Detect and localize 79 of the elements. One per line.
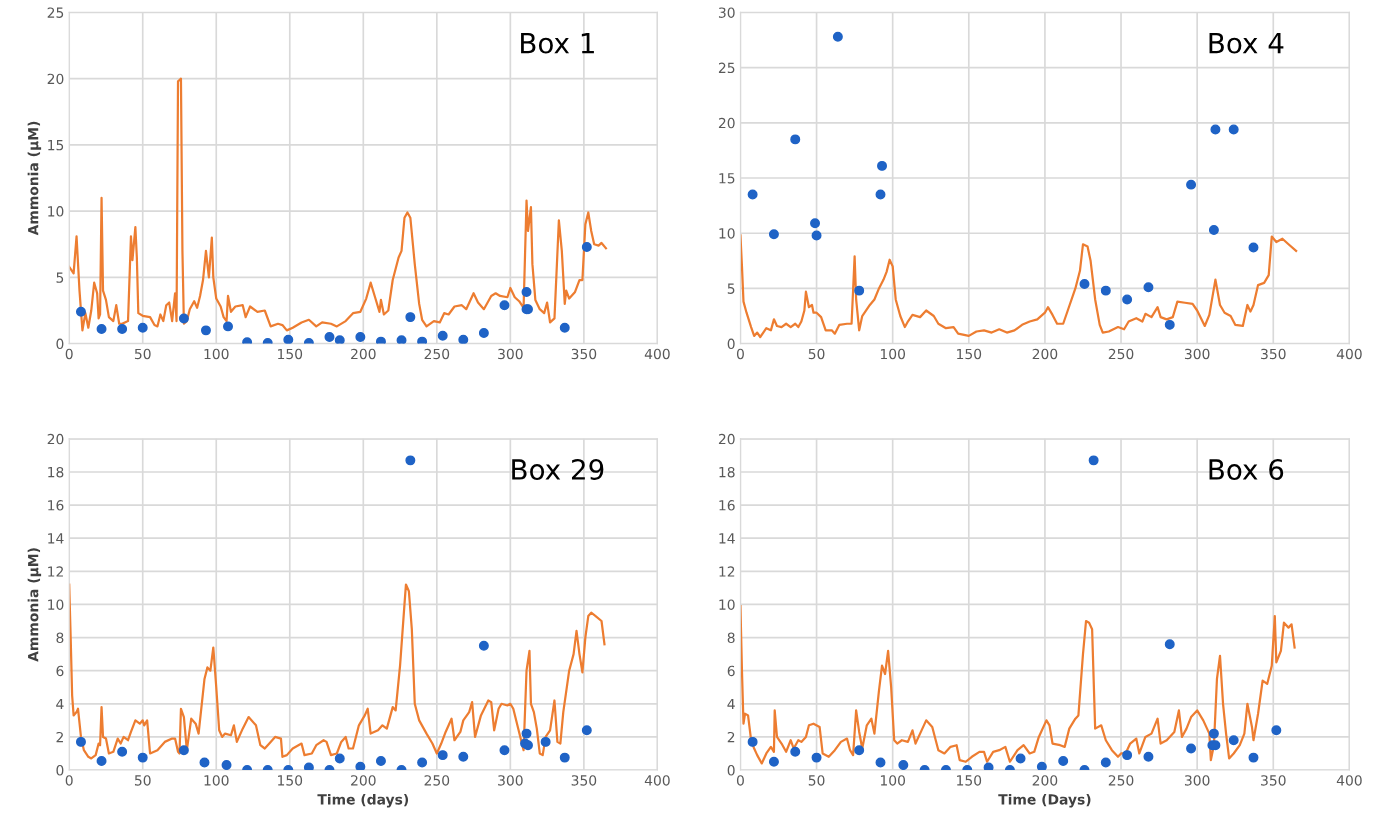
x-tick-label: 0 — [65, 348, 73, 360]
x-tick-label: 350 — [1261, 348, 1286, 360]
x-tick-label: 100 — [880, 348, 906, 360]
y-tick-label: 20 — [718, 117, 735, 129]
x-tick-label: 200 — [351, 775, 376, 786]
y-tick-label: 18 — [719, 466, 735, 478]
x-axis-title: Time (days) — [317, 793, 409, 808]
y-tick-label: 6 — [727, 665, 735, 677]
y-tick-label: 20 — [47, 73, 64, 85]
x-tick-label: 100 — [204, 348, 229, 360]
x-tick-label: 350 — [571, 775, 597, 786]
x-tick-label: 150 — [278, 775, 303, 786]
y-tick-label: 12 — [48, 566, 63, 577]
y-tick-label: 15 — [48, 140, 64, 151]
x-tick-label: 250 — [1108, 348, 1134, 360]
y-tick-label: 5 — [727, 283, 735, 294]
y-tick-label: 10 — [48, 599, 64, 610]
x-tick-label: 400 — [1336, 348, 1362, 360]
y-tick-label: 2 — [56, 731, 63, 743]
y-tick-label: 5 — [56, 272, 64, 283]
y-tick-label: 0 — [56, 338, 64, 350]
x-tick-label: 300 — [1184, 775, 1210, 786]
y-axis-title: Ammonia (µM) — [27, 548, 42, 662]
annotation: Box 29 — [512, 459, 604, 481]
x-tick-label: 50 — [134, 775, 151, 786]
y-tick-label: 30 — [718, 7, 735, 18]
y-tick-label: 10 — [719, 228, 735, 239]
x-tick-label: 200 — [1032, 775, 1058, 786]
y-tick-label: 8 — [727, 632, 735, 644]
y-tick-label: 16 — [719, 500, 735, 511]
x-tick-label: 300 — [498, 348, 523, 360]
y-tick-label: 8 — [56, 632, 64, 644]
x-tick-label: 50 — [808, 348, 825, 360]
y-tick-label: 16 — [48, 500, 64, 511]
x-tick-label: 250 — [1108, 775, 1134, 786]
y-tick-label: 0 — [727, 765, 735, 776]
x-tick-label: 150 — [957, 348, 982, 360]
annotation: Box 1 — [521, 32, 594, 54]
x-tick-label: 350 — [1261, 775, 1286, 786]
y-tick-label: 20 — [47, 433, 64, 445]
x-tick-label: 150 — [278, 348, 303, 360]
annotation: Box 6 — [1209, 459, 1284, 481]
x-tick-label: 400 — [644, 775, 670, 786]
annotation: Box 4 — [1209, 32, 1284, 54]
x-tick-label: 100 — [204, 775, 229, 786]
y-tick-label: 18 — [48, 466, 64, 478]
x-tick-label: 200 — [351, 348, 376, 360]
x-tick-label: 250 — [424, 348, 450, 360]
y-axis-title: Ammonia (µM) — [27, 121, 42, 236]
x-tick-label: 300 — [498, 775, 523, 786]
y-tick-label: 14 — [48, 533, 64, 544]
y-tick-label: 4 — [727, 698, 735, 710]
y-tick-label: 10 — [719, 599, 735, 610]
x-tick-label: 100 — [880, 775, 906, 786]
y-tick-label: 20 — [718, 433, 735, 445]
x-tick-label: 150 — [957, 775, 982, 786]
x-tick-label: 0 — [736, 775, 744, 786]
y-tick-label: 6 — [56, 665, 64, 677]
y-tick-label: 4 — [56, 698, 64, 710]
x-tick-label: 50 — [134, 348, 151, 360]
y-tick-label: 15 — [719, 173, 735, 184]
x-tick-label: 400 — [1336, 775, 1362, 786]
x-tick-label: 300 — [1184, 348, 1210, 360]
x-tick-label: 0 — [736, 348, 744, 360]
y-tick-label: 25 — [718, 62, 735, 74]
x-tick-label: 200 — [1032, 348, 1058, 360]
x-axis-title: Time (Days) — [998, 793, 1091, 808]
x-tick-label: 250 — [424, 775, 450, 786]
y-tick-label: 2 — [727, 731, 735, 743]
y-tick-label: 0 — [56, 765, 64, 776]
x-tick-label: 350 — [571, 348, 597, 360]
x-tick-label: 50 — [808, 775, 825, 786]
y-tick-label: 12 — [719, 566, 735, 577]
y-tick-label: 10 — [48, 206, 64, 217]
y-tick-label: 25 — [47, 7, 64, 18]
y-tick-label: 0 — [727, 338, 735, 350]
y-tick-label: 14 — [719, 533, 735, 544]
x-tick-label: 400 — [644, 348, 670, 360]
x-tick-label: 0 — [65, 775, 73, 786]
